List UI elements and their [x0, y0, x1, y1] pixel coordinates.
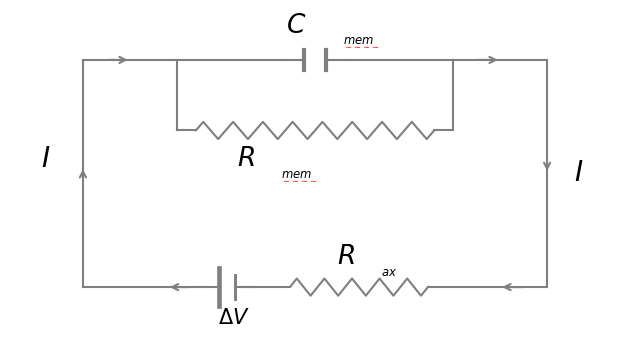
- Text: $I$: $I$: [574, 160, 583, 187]
- Text: $R$: $R$: [237, 145, 255, 170]
- Text: $R$: $R$: [338, 244, 355, 269]
- Text: $\sim\!\sim\!\sim\!\sim$: $\sim\!\sim\!\sim\!\sim$: [280, 177, 317, 185]
- Text: $C$: $C$: [286, 13, 306, 38]
- Text: $I$: $I$: [40, 146, 50, 173]
- Text: $\Delta V$: $\Delta V$: [217, 308, 249, 328]
- Text: $_{ax}$: $_{ax}$: [381, 261, 397, 278]
- Text: $_{mem}$: $_{mem}$: [343, 29, 374, 46]
- Text: $_{mem}$: $_{mem}$: [280, 163, 312, 180]
- Text: $\sim\!\sim\!\sim\!\sim$: $\sim\!\sim\!\sim\!\sim$: [343, 43, 380, 51]
